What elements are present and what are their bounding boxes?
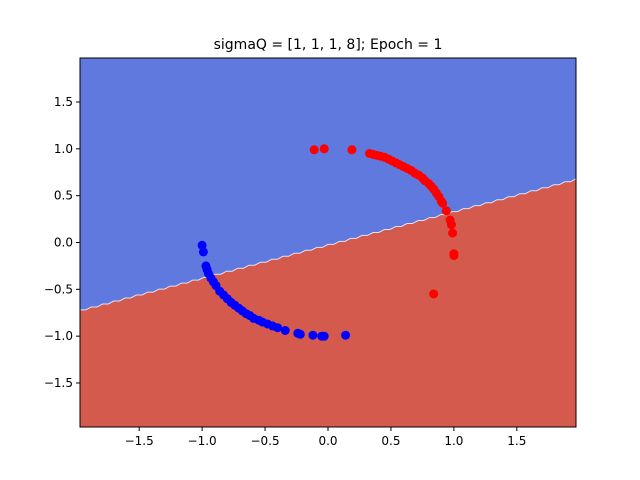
x-tick-label: 0.5 [381, 434, 400, 448]
red-point [446, 220, 456, 230]
blue-point [280, 326, 290, 335]
x-tick-label: −0.5 [250, 434, 279, 448]
x-tick-label: −1.5 [125, 434, 154, 448]
decision-region-lower [80, 178, 576, 427]
blue-point [308, 330, 318, 340]
data-points [197, 144, 459, 341]
blue-point [341, 330, 351, 340]
blue-point [198, 247, 208, 257]
red-point [449, 251, 459, 261]
y-tick-label: 1.0 [54, 142, 73, 156]
y-tick-label: −1.0 [44, 329, 73, 343]
red-point [441, 206, 451, 216]
y-tick-label: 0.5 [54, 189, 73, 203]
blue-point [319, 331, 329, 341]
red-point [347, 145, 357, 155]
chart-title: sigmaQ = [1, 1, 1, 8]; Epoch = 1 [214, 37, 443, 53]
red-point [429, 289, 439, 299]
blue-point [273, 323, 283, 333]
y-tick-label: −0.5 [44, 282, 73, 296]
red-point [438, 198, 448, 208]
red-point [448, 228, 458, 238]
red-point [319, 144, 329, 154]
axes: −1.5 −1.0 −0.5 0.0 0.5 1.0 1.5 1.5 1.0 0.5 0.0 −0.5… [44, 57, 577, 448]
x-tick-label: 1.0 [444, 434, 463, 448]
x-tick-label: 0.0 [318, 434, 337, 448]
plot-area [80, 58, 576, 427]
x-tick-label: 1.5 [507, 434, 526, 448]
red-point [309, 145, 319, 155]
x-tick-label: −1.0 [188, 434, 217, 448]
y-tick-label: −1.5 [44, 376, 73, 390]
decision-boundary-line [80, 178, 576, 311]
y-tick-label: 0.0 [54, 236, 73, 250]
y-tick-label: 1.5 [54, 95, 73, 109]
blue-point [295, 329, 305, 339]
